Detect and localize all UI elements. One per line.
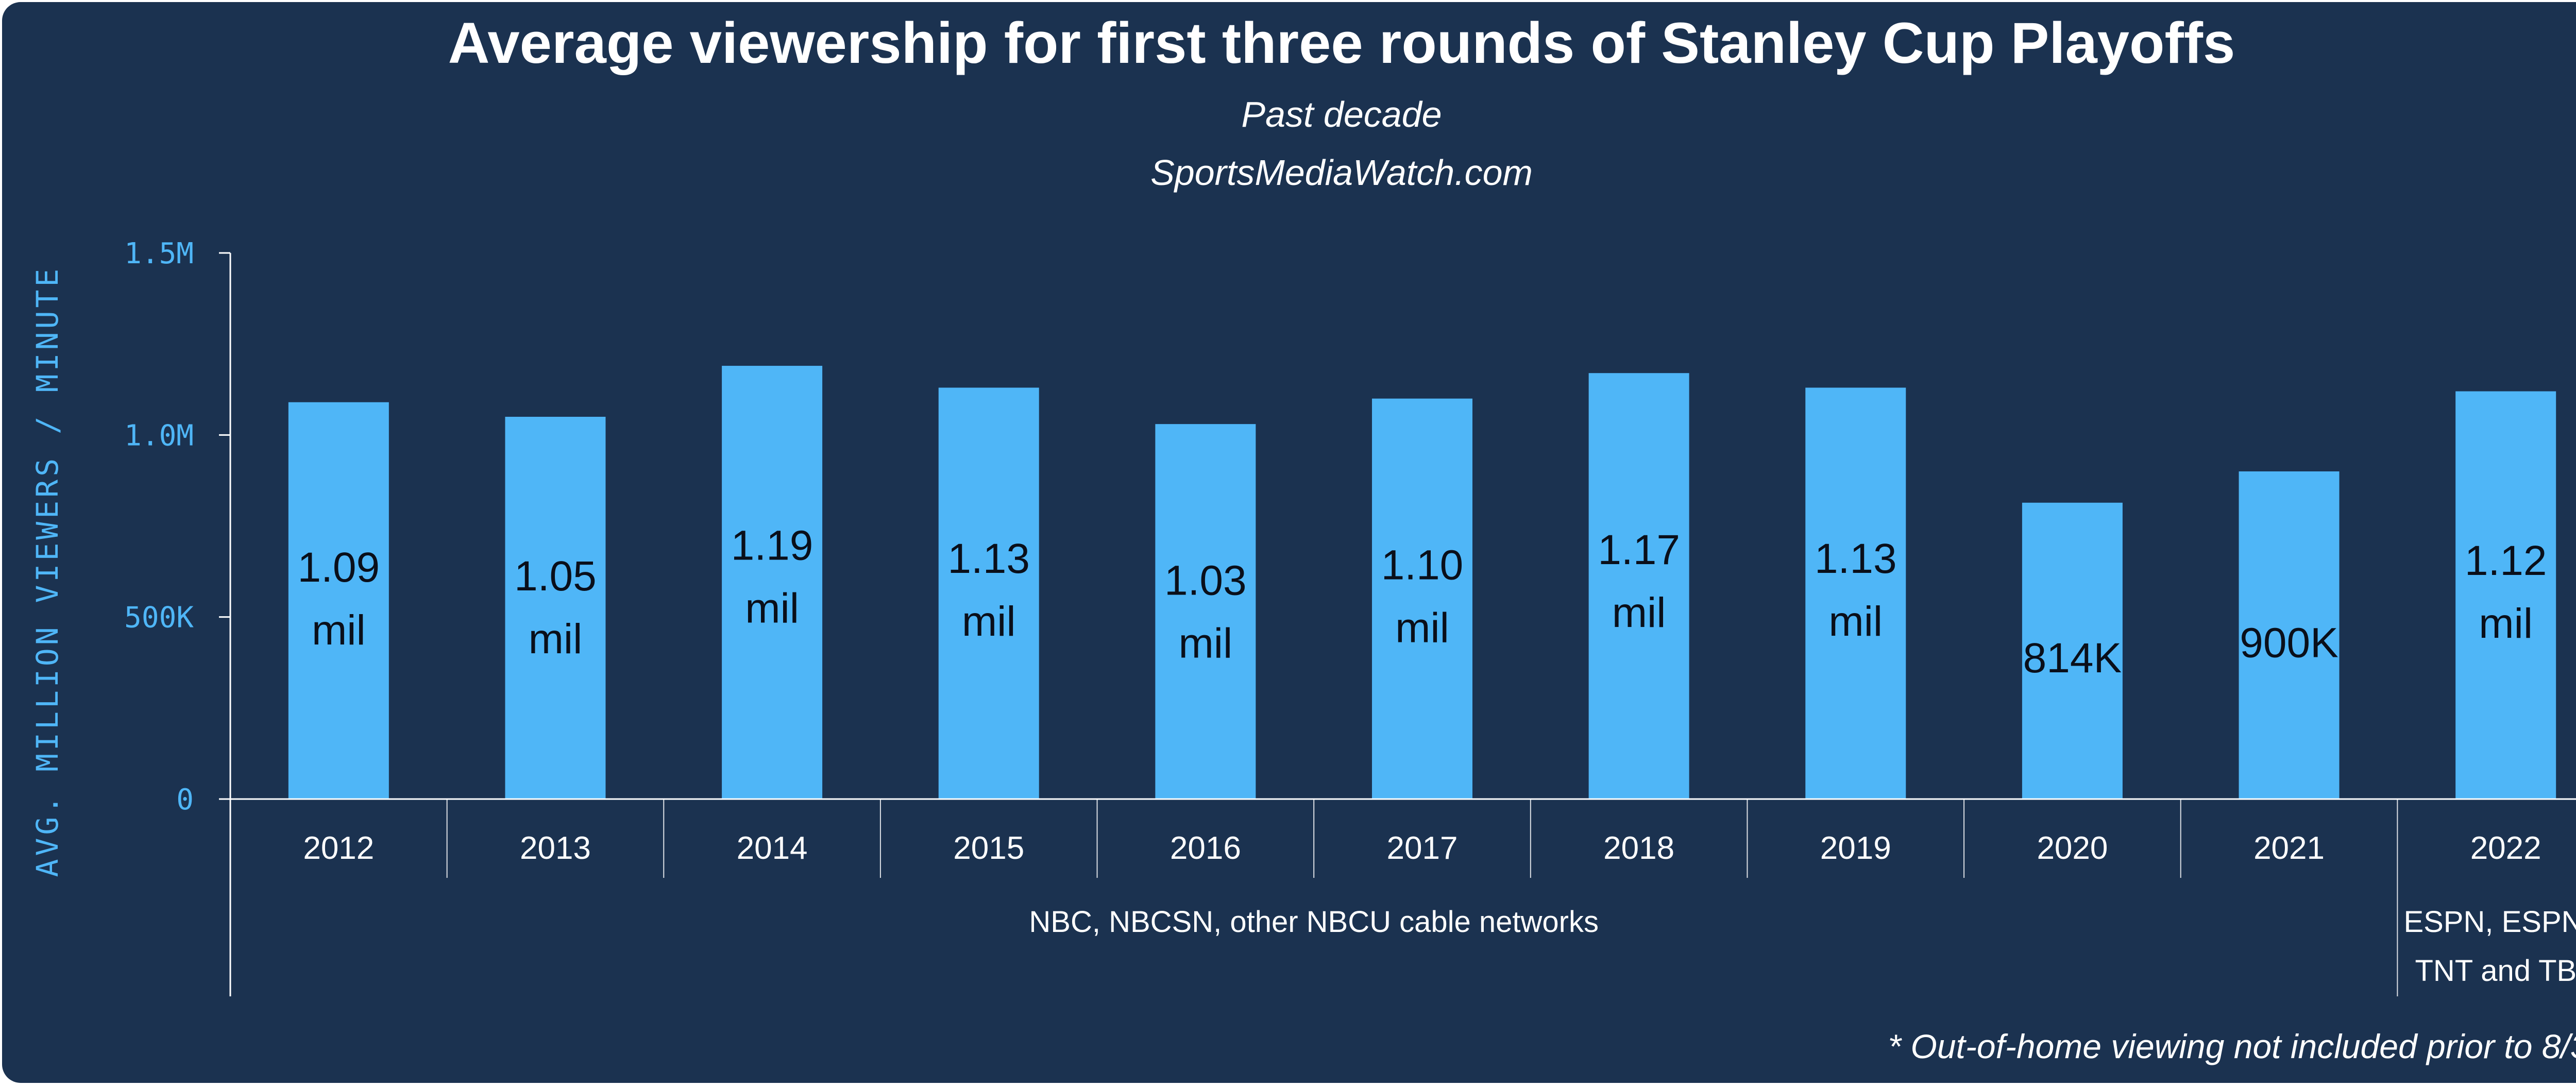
x-tick-label: 2015: [953, 830, 1024, 866]
chart-subtitle: Past decade: [1241, 94, 1442, 134]
bar-data-label: mil: [962, 598, 1016, 645]
y-tick-label: 1.0M: [124, 419, 194, 452]
y-axis-label: AVG. MILLION VIEWERS / MINUTE: [30, 266, 65, 877]
y-tick-label: 1.5M: [124, 237, 194, 270]
network-groups: NBC, NBCSN, other NBCU cable networks ESP…: [1029, 905, 2576, 988]
bar-2012: [288, 402, 389, 799]
network-group-label: TNT and TBS: [2415, 954, 2576, 988]
bar-data-label: mil: [1612, 589, 1666, 636]
bar-data-label: 814K: [2023, 635, 2122, 682]
y-axis: 0 500K 1.0M 1.5M: [124, 237, 231, 996]
bar-2017: [1372, 398, 1472, 799]
bar-data-label: mil: [1178, 620, 1232, 667]
y-tick-label: 500K: [124, 601, 194, 635]
x-tick-label: 2019: [1820, 830, 1891, 866]
bar-data-label: 1.10: [1381, 542, 1464, 589]
network-group-label: ESPN, ESPN2,: [2403, 905, 2576, 939]
x-tick-label: 2020: [2037, 830, 2108, 866]
bar-data-label: 1.09: [298, 544, 380, 591]
bar-data-label: 1.12: [2465, 537, 2547, 584]
x-tick-label: 2017: [1387, 830, 1458, 866]
bar-2015: [938, 387, 1039, 799]
y-tick-label: 0: [176, 783, 194, 817]
x-tick-label: 2013: [520, 830, 591, 866]
bar-2018: [1588, 373, 1689, 799]
bar-2013: [505, 417, 606, 799]
x-tick-label: 2022: [2470, 830, 2541, 866]
bar-data-label: 1.03: [1164, 557, 1247, 604]
x-axis: 2012 2013 2014 2015 2016 2017 2018 2019 2020 2021…: [230, 798, 2576, 996]
bar-data-label: mil: [529, 616, 583, 663]
x-tick-label: 2014: [737, 830, 808, 866]
bar-2022: [2455, 391, 2556, 799]
x-tick-label: 2016: [1170, 830, 1241, 866]
bar-data-label: 1.19: [731, 522, 814, 569]
x-tick-label: 2021: [2253, 830, 2325, 866]
bar-2019: [1805, 387, 1906, 799]
bar-data-label: 1.05: [514, 553, 597, 600]
bar-data-label: mil: [2479, 600, 2533, 647]
bar-data-label: mil: [745, 585, 799, 632]
bar-2021: [2239, 471, 2340, 799]
bar-data-label: mil: [312, 607, 366, 654]
chart-title: Average viewership for first three round…: [448, 11, 2235, 75]
bar-data-label: 1.17: [1598, 527, 1680, 573]
bar-data-label: 900K: [2240, 620, 2338, 667]
bar-data-label: mil: [1395, 605, 1449, 652]
bar-2014: [722, 366, 823, 799]
bar-data-label: mil: [1828, 598, 1883, 645]
footnote: * Out-of-home viewing not included prior…: [1888, 1027, 2576, 1065]
bar-data-label: 1.13: [1815, 535, 1897, 582]
x-tick-label: 2012: [303, 830, 374, 866]
bars: 1.09 mil 1.05 mil 1.19 mil 1.13 mil 1.03 mil 1.10 m…: [288, 366, 2556, 799]
chart-source: SportsMediaWatch.com: [1150, 152, 1533, 193]
x-tick-label: 2018: [1603, 830, 1674, 866]
bar-2020: [2022, 502, 2123, 799]
bar-2016: [1155, 424, 1256, 799]
bar-data-label: 1.13: [947, 535, 1030, 582]
network-group-label: NBC, NBCSN, other NBCU cable networks: [1029, 905, 1599, 939]
